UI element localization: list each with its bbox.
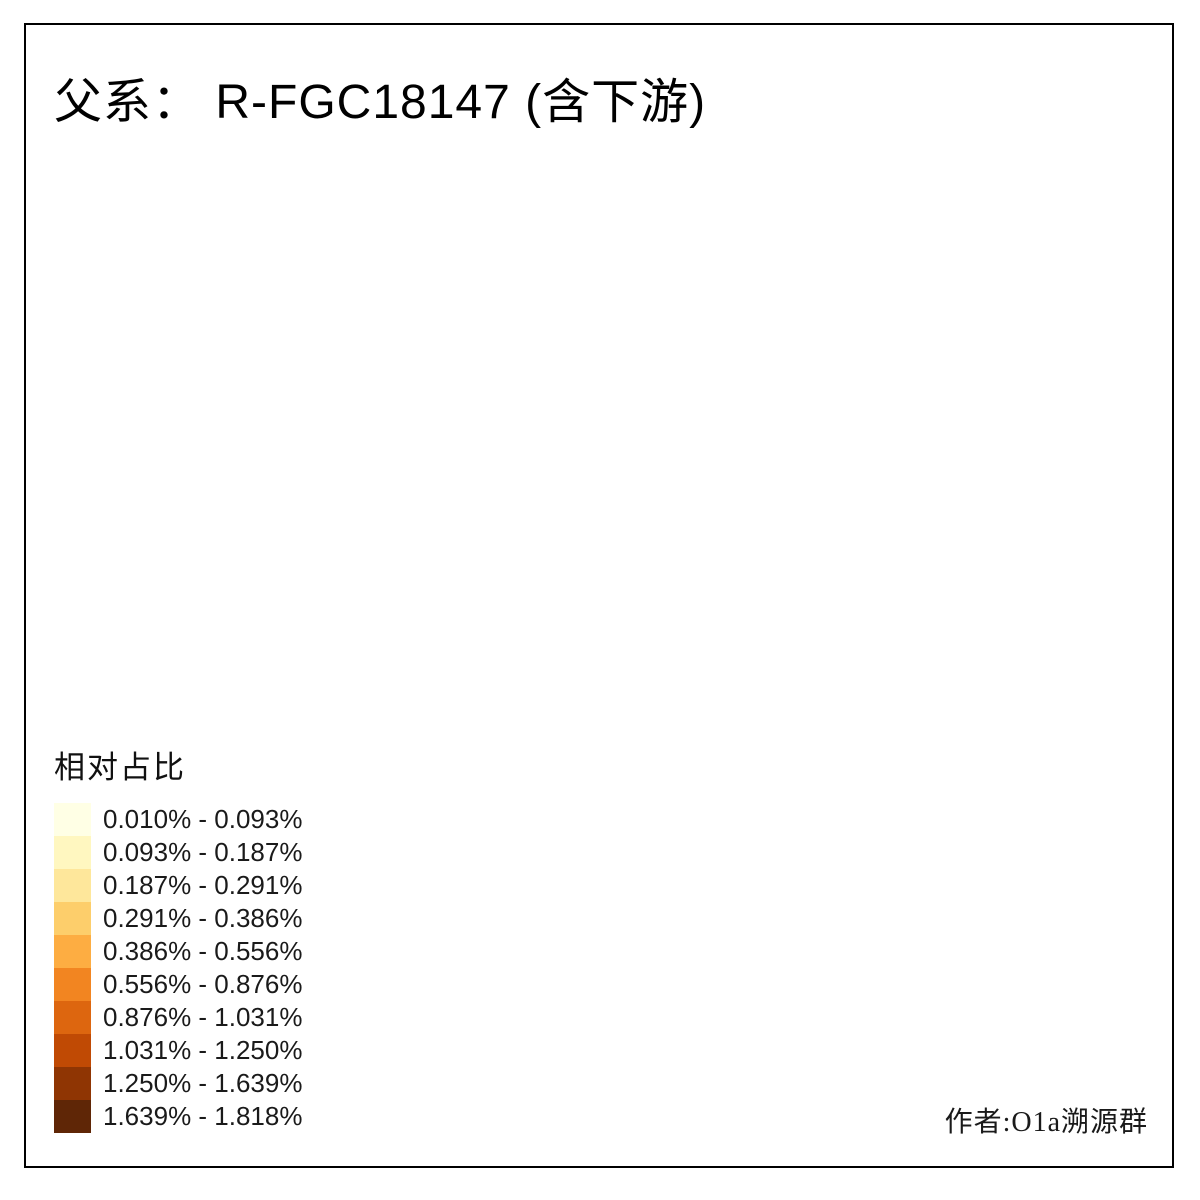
- legend-row: 0.876% - 1.031%: [54, 1001, 302, 1034]
- legend-row: 0.386% - 0.556%: [54, 935, 302, 968]
- legend-swatch-10: [54, 1100, 91, 1133]
- legend-label: 0.386% - 0.556%: [103, 936, 303, 966]
- legend-title: 相对占比: [54, 750, 186, 785]
- title-prefix: 父系：: [54, 76, 202, 129]
- legend-swatch-7: [54, 1001, 91, 1034]
- legend-row: 0.187% - 0.291%: [54, 869, 302, 902]
- legend-row: 1.250% - 1.639%: [54, 1067, 302, 1100]
- legend-label: 0.556% - 0.876%: [103, 969, 303, 999]
- legend-label: 1.031% - 1.250%: [103, 1035, 303, 1065]
- legend-label: 1.250% - 1.639%: [103, 1068, 303, 1098]
- title-main: R-FGC18147 (含下游): [201, 76, 707, 129]
- legend-label: 0.876% - 1.031%: [103, 1002, 303, 1032]
- legend-label: 0.187% - 0.291%: [103, 870, 303, 900]
- legend-rows: 0.010% - 0.093% 0.093% - 0.187% 0.187% - 0…: [54, 803, 302, 1133]
- legend-swatch-5: [54, 935, 91, 968]
- attribution-text: 作者:O1a溯源群: [944, 1107, 1148, 1138]
- plot-frame: [24, 23, 1174, 1168]
- legend-swatch-8: [54, 1034, 91, 1067]
- legend-row: 0.093% - 0.187%: [54, 836, 302, 869]
- legend-swatch-4: [54, 902, 91, 935]
- legend-swatch-1: [54, 803, 91, 836]
- legend-swatch-6: [54, 968, 91, 1001]
- legend-row: 0.291% - 0.386%: [54, 902, 302, 935]
- legend-label: 0.093% - 0.187%: [103, 837, 303, 867]
- legend-label: 0.291% - 0.386%: [103, 903, 303, 933]
- legend-row: 0.010% - 0.093%: [54, 803, 302, 836]
- legend-label: 1.639% - 1.818%: [103, 1101, 303, 1131]
- legend-row: 1.639% - 1.818%: [54, 1100, 302, 1133]
- legend-row: 1.031% - 1.250%: [54, 1034, 302, 1067]
- page-title: 父系： R-FGC18147 (含下游): [54, 62, 706, 132]
- legend-swatch-9: [54, 1067, 91, 1100]
- legend-row: 0.556% - 0.876%: [54, 968, 302, 1001]
- map-legend: 相对占比 0.010% - 0.093% 0.093% - 0.187% 0.187…: [54, 742, 302, 1133]
- legend-label: 0.010% - 0.093%: [103, 804, 303, 834]
- legend-swatch-2: [54, 836, 91, 869]
- legend-swatch-3: [54, 869, 91, 902]
